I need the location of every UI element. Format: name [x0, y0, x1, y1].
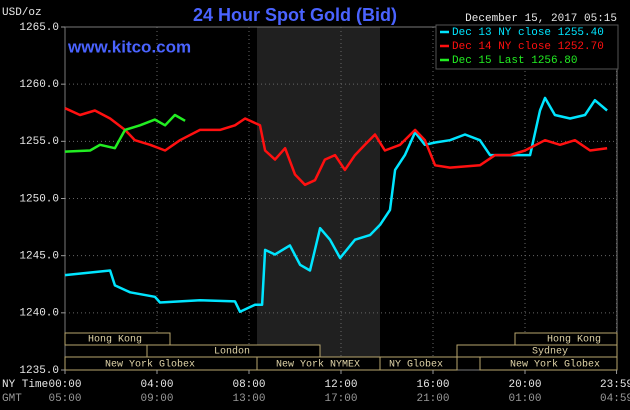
x-row-label: NY Time: [2, 379, 48, 391]
y-tick-label: 1260.0: [19, 79, 59, 91]
session-label: NY Globex: [389, 359, 443, 371]
x-tick-label: 08:00: [232, 379, 265, 391]
gmt-tick-label: 13:00: [232, 393, 265, 405]
gmt-tick-label: 04:59: [600, 393, 630, 405]
y-tick-label: 1235.0: [19, 365, 59, 377]
y-tick-label: 1250.0: [19, 193, 59, 205]
chart-title: 24 Hour Spot Gold (Bid): [193, 5, 397, 25]
series-line: [64, 113, 186, 153]
gmt-tick-label: 17:00: [324, 393, 357, 405]
session-label: London: [214, 346, 250, 358]
y-tick-label: 1240.0: [19, 308, 59, 320]
session-bar: [64, 332, 171, 346]
series-line: [64, 96, 608, 313]
session-bar: [379, 356, 458, 371]
series-line: [64, 107, 608, 187]
legend-box: [435, 24, 619, 70]
x-tick-label: 12:00: [324, 379, 357, 391]
session-bars: Hong Kong Hong Kong London Sydney New Yo…: [64, 332, 618, 371]
gmt-tick-label: 01:00: [508, 393, 541, 405]
gmt-tick-label: 05:00: [48, 393, 81, 405]
y-tick-label: 1255.0: [19, 136, 59, 148]
legend-label: Dec 13 NY close 1255.40: [452, 27, 604, 39]
session-label: Sydney: [532, 346, 568, 358]
session-label: Hong Kong: [547, 335, 601, 346]
x-row-label: GMT: [2, 393, 22, 405]
session-label: New York Globex: [105, 359, 195, 371]
x-tick-label: 23:59: [600, 379, 630, 391]
gmt-tick-label: 09:00: [140, 393, 173, 405]
x-tick-label: 20:00: [508, 379, 541, 391]
session-label: New York NYMEX: [276, 359, 360, 371]
legend-label: Dec 14 NY close 1252.70: [452, 41, 604, 53]
site-label: www.kitco.com: [67, 37, 191, 56]
x-tick-label: 16:00: [416, 379, 449, 391]
x-tick-label: 00:00: [48, 379, 81, 391]
session-label: Hong Kong: [88, 335, 142, 346]
y-tick-label: 1245.0: [19, 251, 59, 263]
timestamp: December 15, 2017 05:15: [465, 13, 617, 25]
unit-label: USD/oz: [2, 7, 42, 19]
y-tick-label: 1265.0: [19, 22, 59, 34]
gmt-tick-label: 21:00: [416, 393, 449, 405]
series-group: [64, 96, 608, 313]
session-label: New York Globex: [510, 359, 600, 371]
x-tick-label: 04:00: [140, 379, 173, 391]
legend-label: Dec 15 Last 1256.80: [452, 55, 577, 67]
session-bar: [479, 356, 618, 371]
